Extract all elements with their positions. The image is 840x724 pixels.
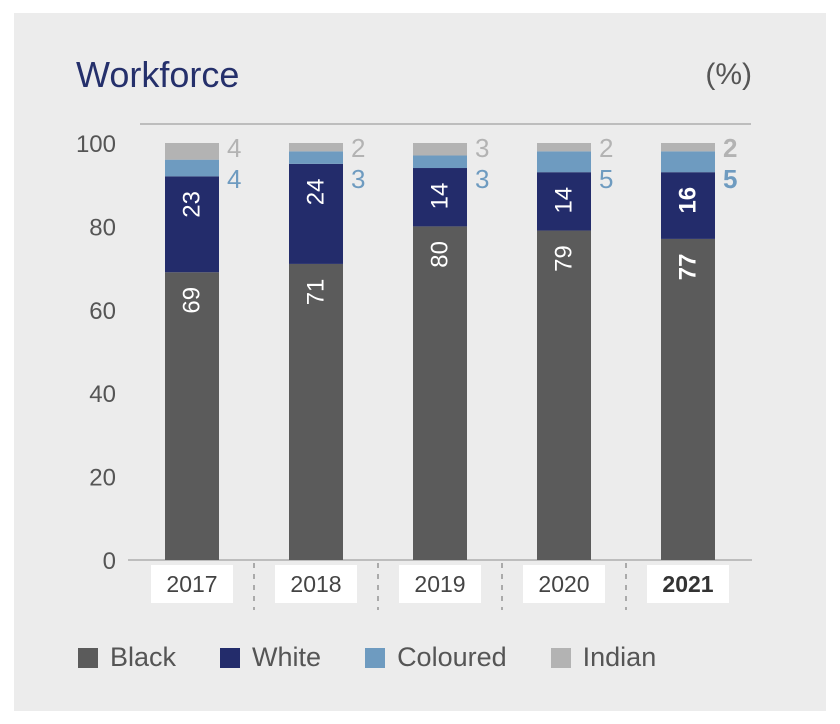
legend-label-indian: Indian — [582, 642, 657, 672]
data-label-white: 16 — [675, 187, 702, 214]
data-label-indian: 3 — [475, 133, 489, 163]
category-box — [399, 565, 481, 603]
data-label-black: 77 — [675, 254, 702, 281]
data-label-coloured: 3 — [351, 164, 365, 194]
bar-segment-black — [289, 263, 343, 560]
bar-segment-white — [661, 172, 715, 239]
bar-segment-coloured — [413, 155, 467, 169]
data-label-indian: 2 — [351, 133, 365, 163]
legend-item-coloured: Coloured — [365, 642, 507, 673]
bar-segment-coloured — [537, 151, 591, 173]
bar-segment-black — [165, 272, 219, 560]
chart-title: Workforce — [76, 54, 240, 95]
x-tick-label: 2021 — [662, 571, 713, 597]
data-label-black: 80 — [427, 241, 454, 268]
legend-label-white: White — [252, 642, 322, 672]
legend-swatch-indian — [550, 647, 571, 668]
legend-swatch-coloured — [365, 647, 386, 668]
legend-label-black: Black — [110, 642, 177, 672]
data-label-coloured: 5 — [599, 164, 613, 194]
y-tick-label: 80 — [89, 214, 116, 241]
data-label-indian: 2 — [599, 133, 613, 163]
category-box — [523, 565, 605, 603]
legend-swatch-white — [220, 647, 241, 668]
bar-segment-indian — [165, 143, 219, 160]
data-label-white: 14 — [551, 187, 578, 214]
y-tick-label: 20 — [89, 465, 116, 492]
bar-segment-coloured — [661, 151, 715, 173]
bar-segment-white — [289, 163, 343, 264]
title-rule — [140, 123, 751, 125]
chart-unit: (%) — [705, 58, 752, 91]
data-label-indian: 2 — [723, 133, 737, 163]
x-tick-label: 2020 — [538, 571, 589, 597]
category-box — [647, 565, 729, 603]
data-label-white: 14 — [427, 183, 454, 210]
y-tick-label: 100 — [76, 131, 116, 158]
y-tick-label: 40 — [89, 381, 116, 408]
category-box — [275, 565, 357, 603]
legend-swatch-black — [78, 647, 98, 668]
bar-segment-black — [661, 238, 715, 560]
bar-segment-black — [413, 226, 467, 560]
legend-item-black: Black — [78, 642, 176, 673]
legend-item-indian: Indian — [550, 642, 657, 673]
legend-item-white: White — [220, 642, 321, 673]
bar-segment-black — [537, 230, 591, 560]
bar-segment-indian — [661, 143, 715, 152]
x-tick-label: 2018 — [290, 571, 341, 597]
bar-segment-white — [165, 176, 219, 273]
bar-segment-white — [413, 168, 467, 227]
y-tick-label: 60 — [89, 298, 116, 325]
x-tick-label: 2019 — [414, 571, 465, 597]
data-label-black: 71 — [303, 279, 330, 306]
y-tick-label: 0 — [103, 548, 116, 575]
data-label-white: 24 — [303, 178, 330, 205]
data-label-white: 23 — [179, 191, 206, 218]
bar-segment-coloured — [165, 159, 219, 177]
legend-label-coloured: Coloured — [397, 642, 507, 672]
bar-segment-white — [537, 172, 591, 231]
data-label-coloured: 3 — [475, 164, 489, 194]
data-label-indian: 4 — [227, 133, 241, 163]
bar-segment-indian — [289, 143, 343, 152]
bar-segment-coloured — [289, 151, 343, 164]
data-label-coloured: 4 — [227, 164, 241, 194]
bar-segment-indian — [413, 143, 467, 156]
category-box — [151, 565, 233, 603]
data-label-black: 69 — [179, 287, 206, 314]
data-label-black: 79 — [551, 245, 578, 272]
x-tick-label: 2017 — [166, 571, 217, 597]
data-label-coloured: 5 — [723, 164, 737, 194]
legend: Black White Coloured Indian — [78, 642, 700, 673]
bar-segment-indian — [537, 143, 591, 152]
